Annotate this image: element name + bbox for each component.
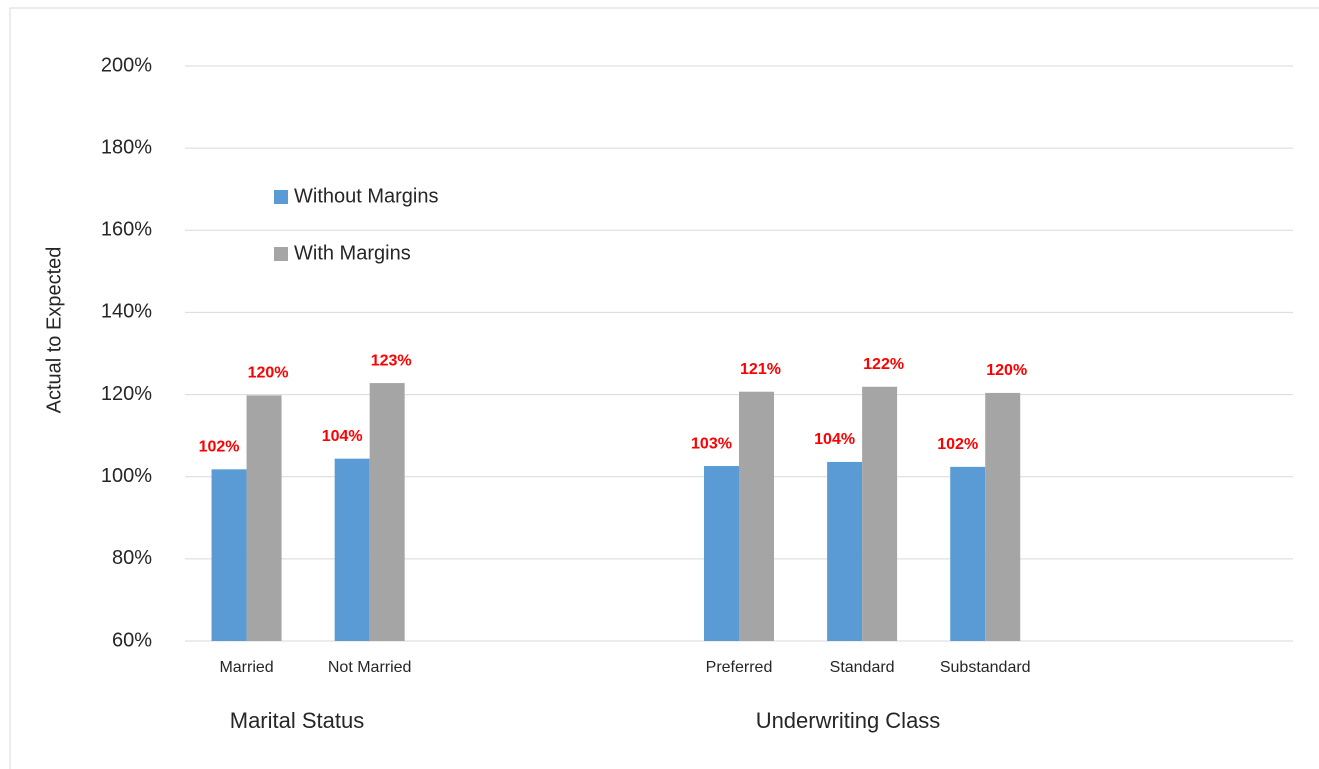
bar	[704, 466, 739, 641]
y-tick-label: 180%	[101, 136, 152, 158]
x-tick-label: Standard	[830, 659, 895, 676]
value-label: 102%	[199, 439, 240, 456]
group-label: Marital Status	[230, 708, 365, 733]
chart-frame	[9, 7, 1319, 769]
x-tick-label: Substandard	[940, 659, 1031, 676]
y-tick-label: 60%	[112, 629, 152, 651]
bar	[334, 458, 370, 641]
value-label: 120%	[986, 362, 1027, 379]
bar	[211, 469, 247, 641]
y-tick-label: 140%	[101, 301, 152, 323]
group-label: Underwriting Class	[756, 708, 941, 733]
y-tick-label: 160%	[101, 219, 152, 241]
x-tick-label: Not Married	[328, 659, 412, 676]
bar	[369, 383, 405, 641]
value-label: 102%	[937, 436, 978, 453]
x-tick-label: Married	[219, 659, 273, 676]
y-tick-label: 80%	[112, 547, 152, 569]
bar	[827, 461, 863, 641]
x-tick-label: Preferred	[706, 659, 773, 676]
bar	[985, 392, 1021, 641]
y-tick-label: 100%	[101, 465, 152, 487]
y-axis-label: Actual to Expected	[43, 247, 65, 414]
legend-swatch	[274, 190, 288, 204]
value-label: 120%	[248, 365, 289, 382]
legend-label: Without Margins	[294, 185, 439, 207]
legend-label: With Margins	[294, 242, 411, 264]
y-tick-label: 120%	[101, 383, 152, 405]
bar	[862, 386, 898, 641]
value-label: 123%	[371, 352, 412, 369]
value-label: 104%	[322, 428, 363, 445]
bar	[739, 391, 774, 641]
value-label: 104%	[814, 431, 855, 448]
value-label: 121%	[740, 361, 781, 378]
y-tick-label: 200%	[101, 54, 152, 76]
bar	[950, 466, 986, 641]
value-label: 122%	[863, 356, 904, 373]
bar	[246, 395, 282, 641]
value-label: 103%	[691, 435, 732, 452]
legend-swatch	[274, 247, 288, 261]
